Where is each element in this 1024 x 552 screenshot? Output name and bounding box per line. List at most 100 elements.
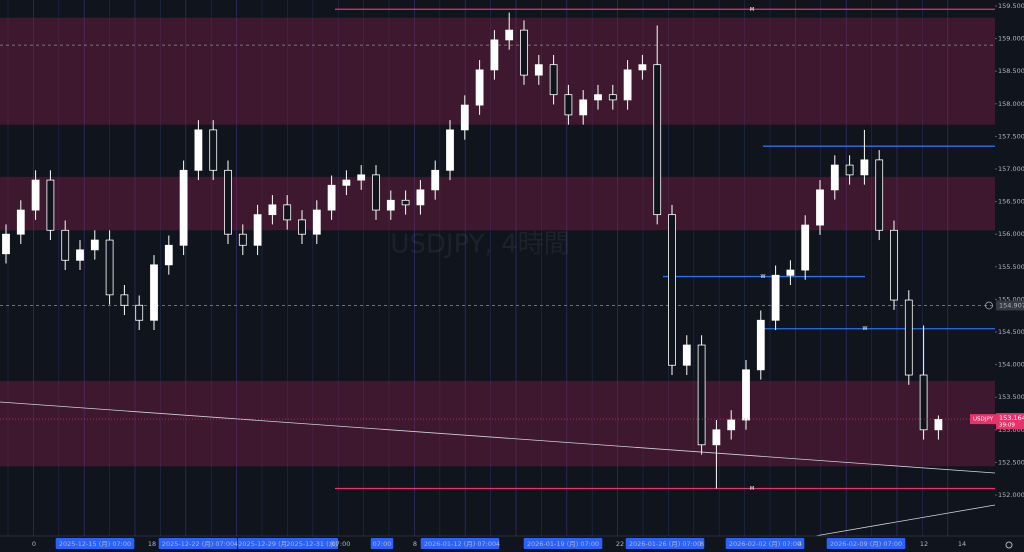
level-label: W bbox=[863, 326, 868, 332]
candle-body bbox=[401, 199, 410, 206]
y-tick-label: 154.000 bbox=[998, 361, 1024, 369]
candle-body bbox=[46, 179, 55, 231]
x-label-box bbox=[725, 538, 805, 549]
x-label: 2026-02-09 (月) 07:00 bbox=[830, 540, 902, 548]
x-label-box bbox=[625, 538, 705, 549]
trend-line bbox=[814, 504, 996, 537]
x-label: 8 bbox=[413, 540, 417, 548]
candle-body bbox=[638, 64, 647, 71]
candle-body bbox=[653, 64, 662, 216]
candle-body bbox=[475, 69, 484, 106]
crosshair-label: 154.907 bbox=[999, 301, 1024, 309]
trend-line bbox=[0, 401, 996, 474]
candle-body bbox=[179, 169, 188, 246]
y-tick-label: 152.000 bbox=[998, 491, 1024, 499]
candle-body bbox=[860, 159, 869, 176]
candle-body bbox=[357, 174, 366, 181]
candle-body bbox=[268, 204, 277, 216]
candle-body bbox=[816, 189, 824, 226]
candle-body bbox=[801, 224, 810, 271]
crosshair-tag bbox=[996, 300, 1024, 311]
y-tick-label: 155.500 bbox=[998, 263, 1024, 271]
x-label: 2025-12-22 (月) 07:00 bbox=[162, 540, 234, 548]
candle-body bbox=[875, 159, 884, 231]
candle-body bbox=[934, 418, 943, 431]
candle-body bbox=[668, 214, 676, 366]
last-price-label: 153.164 bbox=[999, 414, 1024, 422]
candle-body bbox=[786, 269, 795, 276]
x-label: 07:00 bbox=[373, 540, 392, 548]
x-label-box bbox=[370, 538, 394, 549]
x-label-box bbox=[420, 538, 500, 549]
candle-body bbox=[890, 229, 898, 301]
x-label: 07:00 bbox=[332, 540, 351, 548]
candle-body bbox=[771, 274, 780, 321]
x-label: 12 bbox=[920, 540, 928, 548]
symbol-label: USDJPY bbox=[973, 417, 994, 423]
zone bbox=[0, 380, 995, 467]
y-tick-label: 156.000 bbox=[998, 230, 1024, 238]
candle-body bbox=[372, 174, 380, 211]
candle-body bbox=[76, 249, 84, 261]
y-tick-label: 159.500 bbox=[998, 2, 1024, 10]
crosshair-button bbox=[985, 301, 993, 310]
candle-body bbox=[549, 64, 558, 96]
x-label: 2025-12-29 (月) bbox=[238, 540, 289, 548]
candle-body bbox=[594, 94, 602, 101]
x-label-box bbox=[285, 538, 339, 549]
candle-body bbox=[682, 344, 691, 366]
candle-body bbox=[830, 164, 839, 191]
x-label: 2026-01-12 (月) 07:00 bbox=[424, 540, 496, 548]
candle-body bbox=[2, 233, 10, 255]
level-label: M bbox=[750, 7, 754, 13]
candle-body bbox=[505, 29, 514, 41]
level-label: W bbox=[761, 274, 766, 280]
candle-body bbox=[697, 344, 706, 446]
candle-body bbox=[579, 99, 588, 116]
candle-body bbox=[224, 169, 232, 235]
candle-body bbox=[209, 129, 218, 171]
x-label-box bbox=[55, 538, 135, 549]
candle-body bbox=[431, 169, 440, 191]
x-label: 2025-12-15 (月) 07:00 bbox=[59, 540, 131, 548]
candle-body bbox=[327, 184, 336, 211]
y-tick-label: 154.500 bbox=[998, 328, 1024, 336]
zone bbox=[0, 176, 995, 231]
candle-body bbox=[31, 179, 40, 211]
candle-body bbox=[490, 39, 499, 71]
zones bbox=[0, 17, 995, 467]
candle-body bbox=[61, 229, 70, 261]
y-tick-label: 152.500 bbox=[998, 458, 1024, 466]
candle-body bbox=[608, 94, 617, 101]
candle-body bbox=[194, 129, 203, 171]
candle-body bbox=[342, 179, 351, 186]
candles bbox=[2, 12, 943, 489]
candle-body bbox=[534, 64, 543, 76]
x-label: 18 bbox=[148, 540, 156, 548]
x-label: 4 bbox=[798, 540, 802, 548]
candle-body bbox=[919, 374, 928, 431]
candle-body bbox=[756, 319, 765, 371]
candle-body bbox=[312, 209, 321, 235]
y-tick-label: 153.500 bbox=[998, 393, 1024, 401]
candle-body bbox=[386, 199, 395, 211]
candle-body bbox=[623, 69, 632, 101]
candle-body bbox=[845, 164, 854, 176]
zone bbox=[0, 17, 995, 125]
candle-body bbox=[564, 94, 573, 116]
x-label-box bbox=[237, 538, 291, 549]
x-label: 4 bbox=[234, 540, 238, 548]
candle-body bbox=[16, 209, 25, 235]
x-label: 4 bbox=[496, 540, 500, 548]
y-tick-label: 156.500 bbox=[998, 198, 1024, 206]
y-tick-label: 153.000 bbox=[998, 426, 1024, 434]
y-tick-label: 159.000 bbox=[998, 35, 1024, 43]
settings-icon[interactable] bbox=[1005, 541, 1013, 549]
symbol-tag bbox=[970, 414, 996, 425]
candle-body bbox=[460, 104, 469, 131]
x-label-box bbox=[523, 538, 603, 549]
x-label: 0 bbox=[32, 540, 36, 548]
candle-body bbox=[727, 419, 736, 431]
candle-body bbox=[712, 429, 721, 446]
